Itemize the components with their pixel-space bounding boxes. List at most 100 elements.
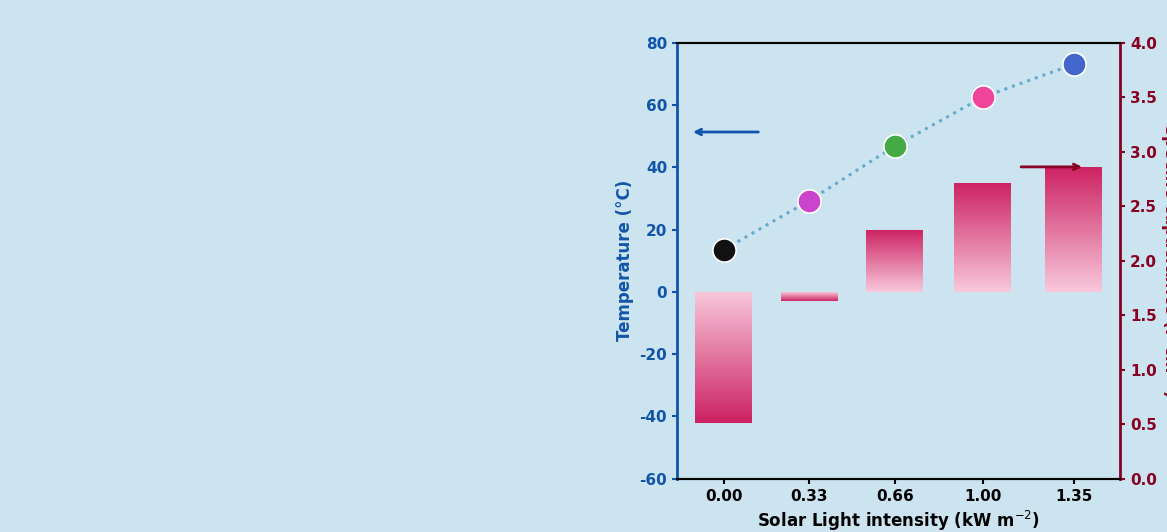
Bar (955, 210, 1012, 211)
Bar (696, 372, 752, 373)
Bar (955, 222, 1012, 223)
Bar (1046, 248, 1102, 250)
Bar (696, 405, 752, 406)
Bar (1046, 245, 1102, 246)
Bar (696, 347, 752, 348)
Bar (955, 244, 1012, 245)
Bar (955, 273, 1012, 275)
Bar (955, 184, 1012, 185)
Bar (696, 311, 752, 313)
Bar (696, 341, 752, 342)
Bar (696, 397, 752, 398)
Bar (955, 272, 1012, 273)
Bar (1046, 264, 1102, 265)
Bar (696, 329, 752, 330)
Bar (1046, 270, 1102, 271)
Bar (1046, 202, 1102, 203)
Bar (696, 305, 752, 306)
Bar (1046, 281, 1102, 282)
Bar (696, 297, 752, 298)
Bar (696, 366, 752, 367)
Bar (955, 203, 1012, 204)
Bar (696, 398, 752, 400)
Bar (1046, 187, 1102, 188)
Bar (696, 389, 752, 390)
Bar (955, 199, 1012, 200)
Bar (696, 338, 752, 339)
Bar (1046, 170, 1102, 171)
Bar (1046, 205, 1102, 206)
Bar (955, 218, 1012, 219)
Bar (955, 227, 1012, 228)
Bar (955, 252, 1012, 253)
Bar (1046, 285, 1102, 286)
Bar (1046, 227, 1102, 228)
Bar (955, 289, 1012, 290)
Bar (1046, 279, 1102, 280)
Bar (955, 286, 1012, 287)
Bar (1046, 200, 1102, 201)
Bar (696, 383, 752, 384)
Bar (696, 319, 752, 320)
Bar (955, 288, 1012, 289)
Bar (696, 369, 752, 370)
Bar (696, 348, 752, 350)
Bar (1046, 287, 1102, 288)
Bar (955, 225, 1012, 226)
Bar (696, 330, 752, 331)
Bar (1046, 259, 1102, 260)
Bar (955, 207, 1012, 208)
Bar (696, 412, 752, 413)
Bar (696, 370, 752, 371)
Bar (955, 185, 1012, 186)
Bar (696, 394, 752, 395)
Bar (1046, 183, 1102, 184)
Bar (696, 362, 752, 363)
Bar (1046, 247, 1102, 248)
Bar (955, 197, 1012, 198)
Bar (955, 213, 1012, 214)
Bar (696, 309, 752, 310)
Bar (696, 316, 752, 317)
Bar (955, 229, 1012, 230)
Bar (696, 300, 752, 301)
Bar (1046, 206, 1102, 207)
Bar (1046, 173, 1102, 174)
Bar (955, 198, 1012, 199)
Bar (955, 217, 1012, 218)
Bar (696, 304, 752, 305)
Bar (955, 188, 1012, 189)
Bar (696, 351, 752, 352)
Bar (955, 278, 1012, 279)
Bar (1046, 197, 1102, 198)
Bar (955, 202, 1012, 203)
Bar (1046, 239, 1102, 240)
Bar (696, 326, 752, 327)
Bar (696, 356, 752, 358)
Bar (1046, 250, 1102, 251)
Bar (955, 290, 1012, 291)
Bar (1046, 262, 1102, 263)
Bar (1046, 167, 1102, 168)
Bar (1046, 237, 1102, 238)
Bar (955, 236, 1012, 237)
Bar (696, 408, 752, 409)
Bar (696, 391, 752, 392)
Bar (696, 375, 752, 376)
Bar (1046, 180, 1102, 181)
Bar (1046, 272, 1102, 273)
Bar (696, 318, 752, 319)
Bar (955, 241, 1012, 242)
Bar (1046, 185, 1102, 186)
Bar (696, 358, 752, 359)
Bar (1046, 232, 1102, 234)
Bar (696, 416, 752, 417)
Bar (955, 240, 1012, 241)
X-axis label: Solar Light intensity (kW m$^{-2}$): Solar Light intensity (kW m$^{-2}$) (757, 509, 1040, 532)
Point (973, 93, 992, 102)
Bar (696, 404, 752, 405)
Bar (955, 281, 1012, 282)
Bar (955, 196, 1012, 197)
Bar (1046, 246, 1102, 247)
Bar (1046, 278, 1102, 279)
